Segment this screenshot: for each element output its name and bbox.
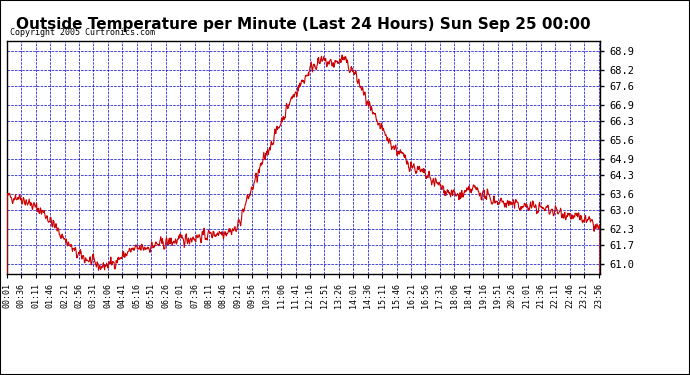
Text: Outside Temperature per Minute (Last 24 Hours) Sun Sep 25 00:00: Outside Temperature per Minute (Last 24 … [17, 17, 591, 32]
Text: Copyright 2005 Curtronics.com: Copyright 2005 Curtronics.com [10, 28, 155, 37]
